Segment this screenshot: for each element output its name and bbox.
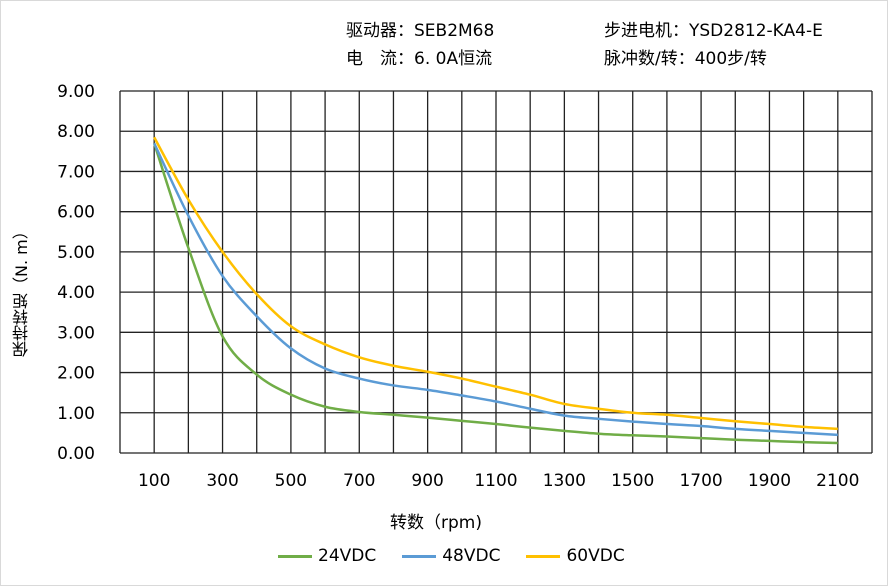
legend-item-48v: 48VDC: [402, 546, 500, 566]
y-axis-label: 保持转矩（N. m）: [12, 223, 31, 357]
y-tick-label: 2.00: [57, 364, 95, 384]
y-tick-label: 4.00: [57, 283, 95, 303]
y-tick-label: 7.00: [57, 162, 95, 182]
legend-swatch: [402, 554, 437, 558]
legend-label: 60VDC: [566, 546, 625, 566]
legend-item-24v: 24VDC: [278, 546, 376, 566]
legend: 24VDC 48VDC 60VDC: [278, 546, 625, 566]
y-tick-label: 9.00: [57, 82, 95, 102]
x-tick-label: 500: [275, 471, 307, 491]
x-tick-label: 300: [206, 471, 238, 491]
y-tick-label: 1.00: [57, 404, 95, 424]
motor-info: 步进电机：YSD2812-KA4-E: [604, 21, 823, 41]
x-tick-label: 100: [138, 471, 170, 491]
series-line-48vdc: [153, 142, 838, 437]
y-tick-label: 0.00: [57, 444, 95, 464]
legend-label: 48VDC: [442, 546, 501, 566]
x-tick-label: 700: [343, 471, 375, 491]
y-tick-label: 6.00: [57, 203, 95, 223]
y-tick-label: 3.00: [57, 323, 95, 343]
x-tick-label: 900: [411, 471, 443, 491]
x-tick-label: 1500: [611, 471, 654, 491]
legend-label: 24VDC: [318, 546, 377, 566]
legend-swatch: [526, 554, 561, 558]
legend-swatch: [278, 554, 312, 558]
x-tick-label: 1100: [474, 471, 517, 491]
driver-info: 驱动器：SEB2M68: [346, 21, 495, 41]
x-tick-label: 1900: [748, 471, 791, 491]
series-line-60vdc: [153, 136, 838, 431]
current-info: 电 流：6. 0A恒流: [346, 49, 493, 69]
y-tick-label: 8.00: [57, 122, 95, 142]
series-line-24vdc: [152, 142, 838, 445]
x-axis-label: 转数（rpm): [390, 513, 482, 533]
x-tick-label: 1700: [679, 471, 722, 491]
x-tick-label: 2100: [816, 471, 859, 491]
pulses-info: 脉冲数/转：400步/转: [604, 49, 767, 69]
x-tick-label: 1300: [543, 471, 586, 491]
legend-item-60v: 60VDC: [526, 546, 625, 566]
y-tick-label: 5.00: [57, 243, 95, 263]
